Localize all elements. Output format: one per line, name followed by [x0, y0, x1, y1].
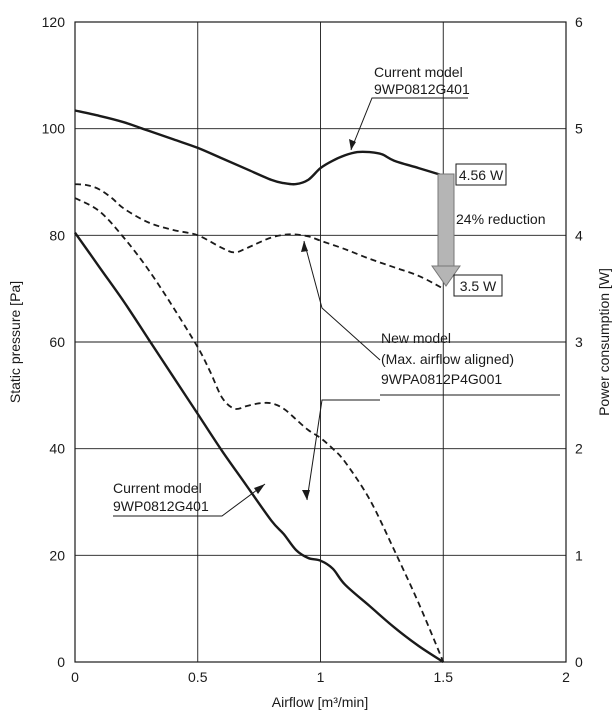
arrowhead-new-power — [301, 241, 308, 252]
leader-top-current — [350, 97, 468, 151]
reduction-arrow-head — [431, 265, 461, 287]
y-axis-title: Static pressure [Pa] — [7, 281, 23, 403]
x-tick-label: 2 — [562, 669, 570, 685]
top-current-label: Current model — [374, 64, 463, 80]
arrowhead-top-current — [349, 139, 356, 150]
grid — [75, 22, 566, 662]
leader-lines — [113, 97, 560, 517]
series-line-pressure-new — [74, 197, 445, 663]
series-line-pressure-current — [74, 231, 444, 664]
y-tick-label: 60 — [49, 334, 65, 350]
bottom-current-model: 9WP0812G401 — [113, 498, 209, 514]
bottom-current-label: Current model — [113, 480, 202, 496]
value-current: 4.56 W — [459, 167, 504, 183]
y-tick-label: 100 — [42, 121, 66, 137]
y2-axis-title: Power consumption [W] — [596, 268, 612, 416]
y2-tick-label: 0 — [575, 654, 583, 670]
new-model-number: 9WPA0812P4G001 — [381, 371, 502, 387]
y-tick-label: 120 — [42, 14, 66, 30]
top-current-model: 9WP0812G401 — [374, 81, 470, 97]
reduction-arrow-shaft — [437, 173, 455, 267]
arrowhead-new-pressure — [302, 490, 310, 500]
value-box-current — [455, 163, 507, 186]
x-tick-label: 0 — [71, 669, 79, 685]
value-box-new — [453, 274, 503, 297]
x-tick-label: 1.5 — [434, 669, 454, 685]
y-tick-label: 80 — [49, 227, 65, 243]
x-axis-title: Airflow [m³/min] — [272, 694, 368, 710]
arrowhead-bottom-current — [254, 484, 265, 494]
y2-tick-label: 6 — [575, 14, 583, 30]
series-line-power-new — [74, 183, 444, 290]
y2-tick-label: 3 — [575, 334, 583, 350]
reduction-arrow — [431, 173, 461, 287]
y2-tick-label: 5 — [575, 121, 583, 137]
y-tick-label: 0 — [57, 654, 65, 670]
leader-new-pressure — [306, 399, 380, 501]
leader-bottom-current — [113, 483, 266, 517]
y-tick-label: 20 — [49, 547, 65, 563]
new-model-label: New model — [381, 330, 451, 346]
new-model-note: (Max. airflow aligned) — [381, 351, 514, 367]
value-new: 3.5 W — [460, 278, 497, 294]
x-tick-label: 1 — [317, 669, 325, 685]
series-line-power-current — [74, 109, 444, 186]
x-tick-label: 0.5 — [188, 669, 208, 685]
y-tick-label: 40 — [49, 441, 65, 457]
y2-tick-label: 1 — [575, 547, 583, 563]
series-group — [74, 109, 445, 664]
y2-tick-label: 2 — [575, 441, 583, 457]
leader-arrowheads — [254, 139, 356, 500]
leader-new-power — [303, 240, 381, 361]
y2-tick-label: 4 — [575, 227, 583, 243]
reduction-label: 24% reduction — [456, 211, 546, 227]
